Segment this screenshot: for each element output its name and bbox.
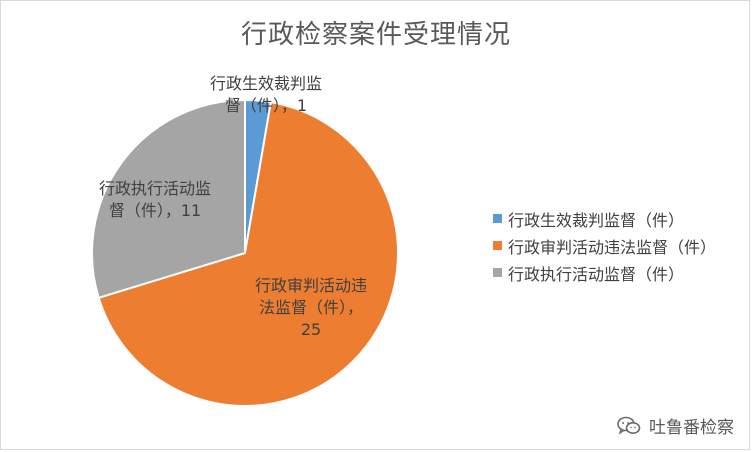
legend-label: 行政审判活动违法监督（件）: [508, 237, 717, 257]
watermark: 吐鲁番检察: [617, 413, 734, 438]
legend-swatch: [493, 268, 502, 277]
legend-item: 行政生效裁判监督（件）: [493, 205, 716, 232]
chart-legend: 行政生效裁判监督（件） 行政审判活动违法监督（件） 行政执行活动监督（件）: [493, 205, 716, 286]
data-label-execution-supervision: 行政执行活动监 督（件），11: [98, 179, 211, 220]
legend-swatch: [493, 214, 502, 223]
pie-slice-execution-supervision: [91, 98, 246, 300]
legend-label: 行政执行活动监督（件）: [508, 264, 685, 284]
legend-swatch: [493, 241, 502, 250]
legend-item: 行政执行活动监督（件）: [493, 259, 716, 286]
data-label-trial-supervision: 行政审判活动违 法监督（件）， 25: [254, 276, 367, 339]
data-label-generated-judgment: 行政生效裁判监 督（件），1: [209, 74, 322, 115]
watermark-text: 吐鲁番检察: [649, 418, 734, 438]
legend-item: 行政审判活动违法监督（件）: [493, 232, 716, 259]
pie-slice-trial-supervision: [97, 101, 399, 407]
wechat-icon: [617, 416, 641, 435]
chart-title: 行政检察案件受理情况: [240, 20, 511, 50]
pie-slices: [91, 98, 399, 407]
legend-label: 行政生效裁判监督（件）: [508, 210, 685, 230]
